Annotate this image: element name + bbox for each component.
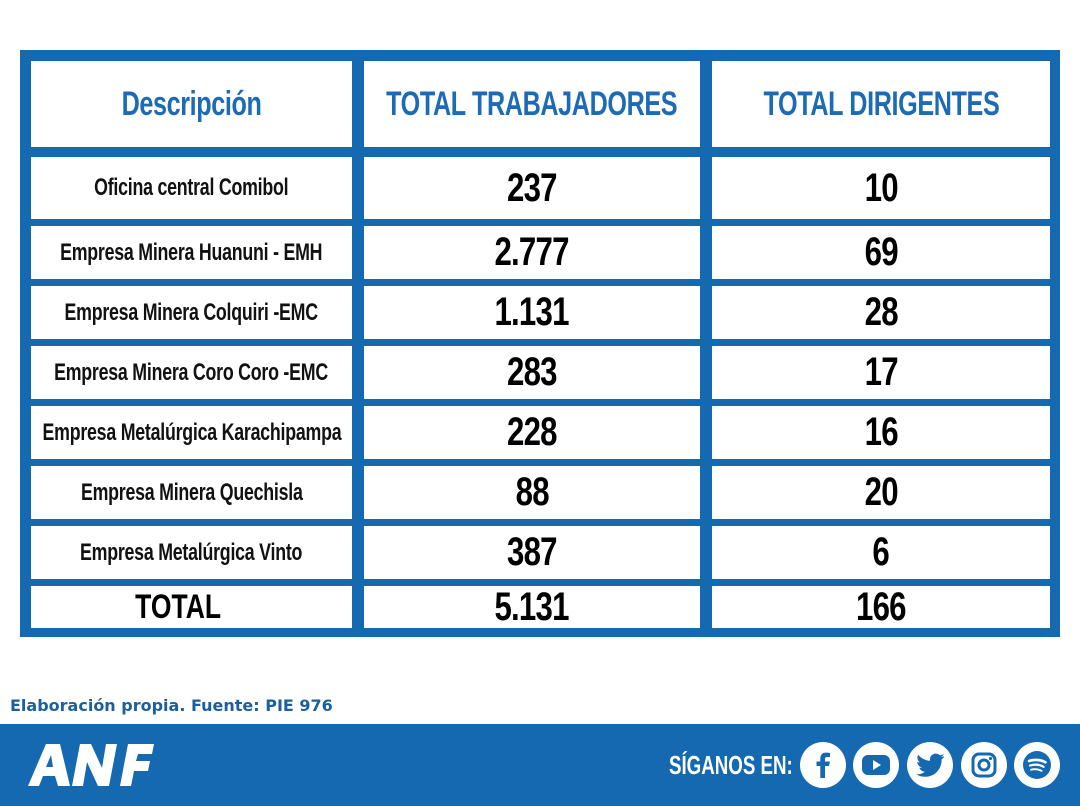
row-name-label: Empresa Minera Huanuni - EMH bbox=[60, 238, 323, 266]
total-workers-value: 5.131 bbox=[494, 586, 570, 628]
youtube-icon[interactable] bbox=[853, 742, 899, 788]
row-leaders-value: 10 bbox=[864, 165, 898, 210]
table-row-name: Empresa Minera Colquiri -EMC bbox=[31, 286, 352, 339]
table-row-workers: 237 bbox=[364, 157, 700, 219]
table-row-name: Empresa Metalúrgica Vinto bbox=[31, 526, 352, 579]
table-row-leaders: 6 bbox=[712, 526, 1050, 579]
total-leaders-value: 166 bbox=[856, 586, 907, 628]
header-workers-label: TOTAL TRABAJADORES bbox=[386, 84, 678, 123]
table-row-workers: 387 bbox=[364, 526, 700, 579]
table-row-workers: 2.777 bbox=[364, 226, 700, 279]
facebook-icon[interactable] bbox=[800, 742, 846, 788]
spotify-icon[interactable] bbox=[1014, 742, 1060, 788]
total-row-workers: 5.131 bbox=[364, 586, 700, 628]
table-row-name: Oficina central Comibol bbox=[31, 157, 352, 219]
table-row-leaders: 17 bbox=[712, 346, 1050, 399]
table-row-leaders: 20 bbox=[712, 466, 1050, 519]
row-name-label: Empresa Minera Coro Coro -EMC bbox=[54, 358, 329, 386]
row-name-label: Oficina central Comibol bbox=[94, 174, 289, 201]
total-row-leaders: 166 bbox=[712, 586, 1050, 628]
row-leaders-value: 17 bbox=[864, 350, 898, 394]
table-row-name: Empresa Minera Coro Coro -EMC bbox=[31, 346, 352, 399]
table-row-workers: 283 bbox=[364, 346, 700, 399]
header-workers: TOTAL TRABAJADORES bbox=[364, 61, 700, 147]
total-row-label: TOTAL bbox=[31, 586, 352, 628]
data-table: Descripción TOTAL TRABAJADORES TOTAL DIR… bbox=[20, 50, 1060, 637]
table-row-name: Empresa Minera Huanuni - EMH bbox=[31, 226, 352, 279]
anf-logo bbox=[28, 744, 154, 786]
table-row-name: Empresa Minera Quechisla bbox=[31, 466, 352, 519]
follow-us-label: SÍGANOS EN: bbox=[669, 750, 793, 780]
table-row-leaders: 16 bbox=[712, 406, 1050, 459]
table-row-leaders: 28 bbox=[712, 286, 1050, 339]
header-leaders: TOTAL DIRIGENTES bbox=[712, 61, 1050, 147]
row-workers-value: 237 bbox=[507, 165, 558, 210]
table-row-name: Empresa Metalúrgica Karachipampa bbox=[31, 406, 352, 459]
row-name-label: Empresa Minera Quechisla bbox=[80, 478, 303, 506]
row-leaders-value: 28 bbox=[864, 290, 898, 334]
table-row-workers: 228 bbox=[364, 406, 700, 459]
row-workers-value: 88 bbox=[515, 470, 549, 514]
table-row-leaders: 10 bbox=[712, 157, 1050, 219]
header-description: Descripción bbox=[31, 61, 352, 147]
row-name-label: Empresa Minera Colquiri -EMC bbox=[64, 298, 319, 326]
row-workers-value: 228 bbox=[507, 410, 558, 454]
row-leaders-value: 69 bbox=[864, 230, 898, 274]
row-workers-value: 1.131 bbox=[494, 290, 570, 334]
row-name-label: Empresa Metalúrgica Vinto bbox=[80, 538, 303, 566]
header-description-label: Descripción bbox=[121, 84, 262, 123]
table-row-workers: 88 bbox=[364, 466, 700, 519]
row-workers-value: 387 bbox=[507, 530, 558, 574]
row-leaders-value: 16 bbox=[864, 410, 898, 454]
instagram-icon[interactable] bbox=[961, 742, 1007, 788]
total-label: TOTAL bbox=[135, 587, 222, 626]
row-leaders-value: 6 bbox=[872, 530, 890, 574]
table-row-workers: 1.131 bbox=[364, 286, 700, 339]
source-note: Elaboración propia. Fuente: PIE 976 bbox=[10, 696, 333, 715]
header-leaders-label: TOTAL DIRIGENTES bbox=[763, 84, 999, 123]
twitter-icon[interactable] bbox=[907, 742, 953, 788]
row-workers-value: 283 bbox=[507, 350, 558, 394]
row-name-label: Empresa Metalúrgica Karachipampa bbox=[42, 418, 341, 446]
footer-bar: SÍGANOS EN: bbox=[0, 724, 1080, 806]
row-workers-value: 2.777 bbox=[494, 230, 570, 274]
row-leaders-value: 20 bbox=[864, 470, 898, 514]
table-row-leaders: 69 bbox=[712, 226, 1050, 279]
